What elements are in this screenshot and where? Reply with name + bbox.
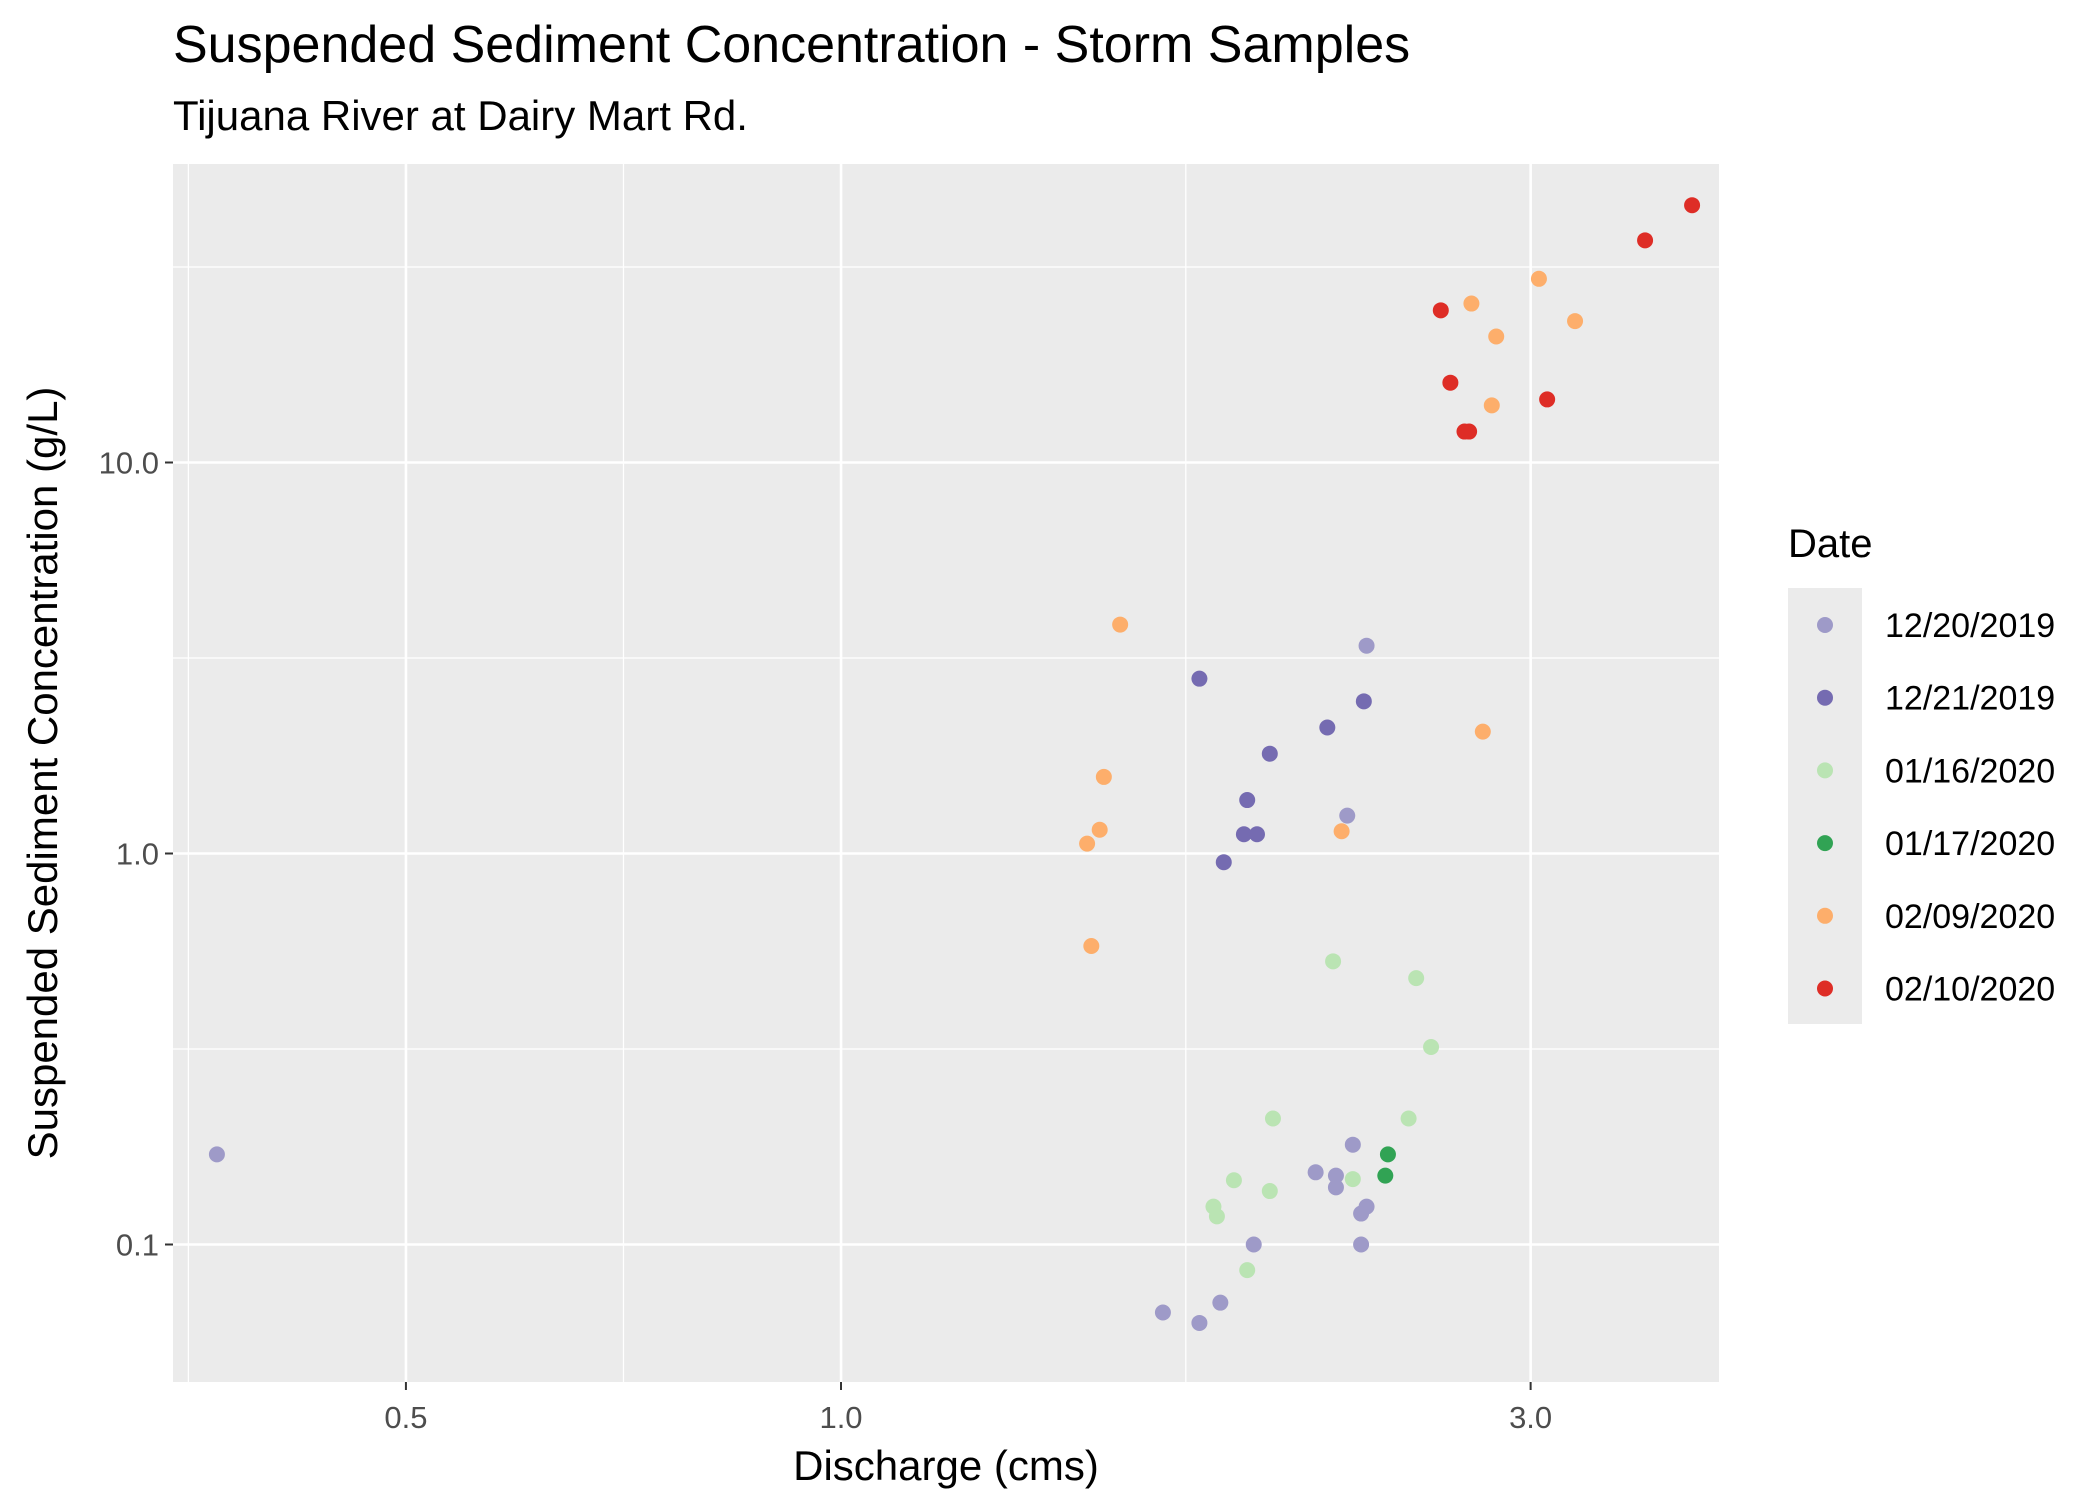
- data-point: [208, 1146, 225, 1163]
- data-point: [1408, 970, 1425, 987]
- legend-label: 02/09/2020: [1885, 898, 2055, 936]
- legend-key: [1817, 835, 1833, 852]
- data-point: [1456, 423, 1473, 440]
- data-point: [1212, 1294, 1229, 1311]
- x-axis-title: Discharge (cms): [793, 1442, 1099, 1489]
- data-point: [1344, 1171, 1361, 1188]
- data-point: [1091, 821, 1108, 838]
- data-point: [1355, 693, 1372, 710]
- data-point: [1488, 328, 1505, 345]
- data-point: [1339, 807, 1356, 824]
- data-point: [1079, 835, 1096, 852]
- legend-key: [1817, 907, 1833, 924]
- plot-panel: [173, 164, 1719, 1382]
- data-point: [1442, 374, 1459, 391]
- data-point: [1261, 745, 1278, 762]
- data-point: [1474, 723, 1491, 740]
- legend-label: 12/21/2019: [1885, 680, 2055, 718]
- data-point: [1423, 1038, 1440, 1055]
- legend-label: 02/10/2020: [1885, 971, 2055, 1009]
- data-point: [1235, 826, 1252, 843]
- data-point: [1154, 1304, 1171, 1321]
- data-point: [1539, 391, 1556, 408]
- data-point: [1353, 1236, 1370, 1253]
- data-point: [1344, 1136, 1361, 1153]
- data-point: [1208, 1208, 1225, 1225]
- y-tick-label: 0.1: [116, 1228, 159, 1263]
- data-point: [1432, 302, 1449, 319]
- legend-key-background: [1788, 588, 1862, 1024]
- data-point: [1358, 637, 1375, 654]
- y-axis-title: Suspended Sediment Concentration (g/L): [19, 387, 66, 1160]
- data-point: [1530, 270, 1547, 287]
- legend-title: Date: [1788, 522, 1873, 566]
- data-point: [1333, 823, 1350, 840]
- data-point: [1215, 854, 1232, 871]
- data-point: [1483, 397, 1500, 414]
- data-point: [1307, 1164, 1324, 1181]
- legend-label: 01/17/2020: [1885, 825, 2055, 863]
- legend-key: [1817, 980, 1833, 997]
- x-tick-label: 3.0: [1509, 1400, 1552, 1435]
- major-gridlines: [173, 164, 1719, 1382]
- data-point: [1239, 1262, 1256, 1279]
- data-points: [208, 197, 1701, 1331]
- data-point: [1095, 768, 1112, 785]
- data-point: [1261, 1183, 1278, 1200]
- legend-key: [1817, 689, 1833, 706]
- data-point: [1239, 792, 1256, 809]
- data-point: [1327, 1179, 1344, 1196]
- data-point: [1400, 1110, 1417, 1127]
- data-point: [1327, 1167, 1344, 1184]
- data-point: [1463, 295, 1480, 312]
- data-point: [1112, 616, 1129, 633]
- legend-label: 12/20/2019: [1885, 607, 2055, 645]
- data-point: [1567, 313, 1584, 330]
- legend-key: [1817, 617, 1833, 633]
- y-axis-ticks: 0.1 1.0 10.0: [99, 446, 173, 1263]
- y-tick-label: 1.0: [116, 837, 159, 872]
- data-point: [1248, 826, 1265, 843]
- data-point: [1083, 938, 1100, 955]
- data-point: [1191, 670, 1208, 687]
- chart-subtitle: Tijuana River at Dairy Mart Rd.: [173, 92, 748, 139]
- minor-gridlines: [173, 164, 1719, 1382]
- data-point: [1225, 1172, 1242, 1189]
- data-point: [1325, 953, 1342, 970]
- x-axis-ticks: 0.5 1.0 3.0: [384, 1382, 1552, 1435]
- legend: 12/20/2019 12/21/2019 01/16/2020 01/17/2020…: [1817, 607, 2055, 1009]
- data-point: [1377, 1167, 1394, 1184]
- y-tick-label: 10.0: [99, 446, 159, 481]
- data-point: [1191, 1314, 1208, 1331]
- data-point: [1379, 1146, 1396, 1163]
- legend-label: 01/16/2020: [1885, 752, 2055, 790]
- chart-title: Suspended Sediment Concentration - Storm…: [173, 16, 1410, 74]
- data-point: [1684, 197, 1701, 214]
- x-tick-label: 1.0: [819, 1400, 862, 1435]
- legend-key: [1817, 762, 1833, 779]
- x-tick-label: 0.5: [384, 1400, 427, 1435]
- data-point: [1319, 719, 1336, 736]
- data-point: [1358, 1198, 1375, 1215]
- data-point: [1637, 232, 1654, 249]
- data-point: [1245, 1236, 1262, 1253]
- data-point: [1264, 1110, 1281, 1127]
